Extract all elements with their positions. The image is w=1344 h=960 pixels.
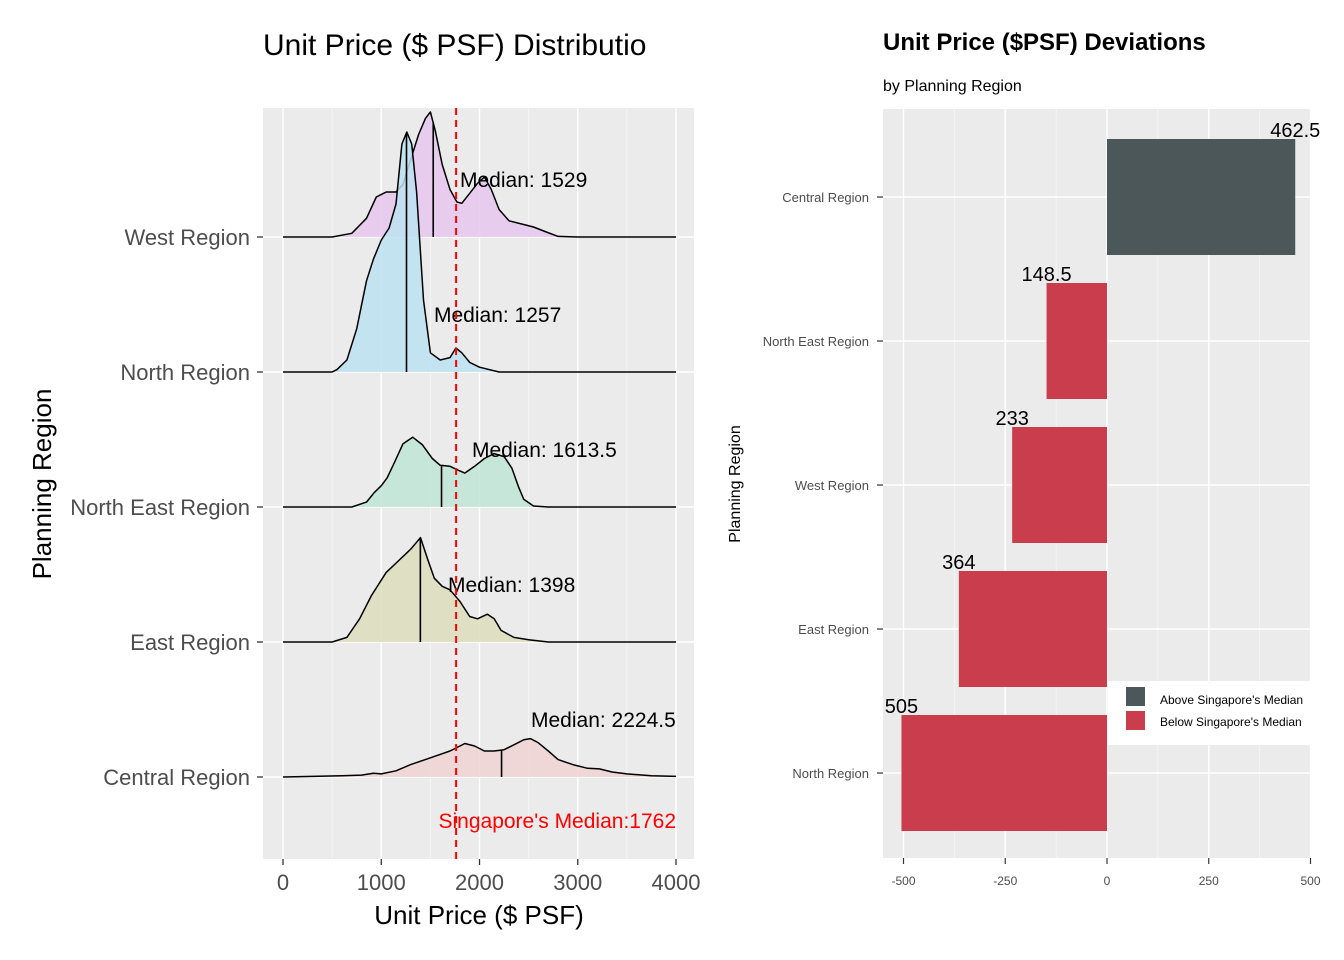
deviation-bars: 462.5 148.5 233 364 505 (885, 120, 1320, 831)
y-tick-label: West Region (124, 225, 250, 250)
y-tick-label: West Region (795, 478, 869, 493)
ridge-outline (282, 737, 677, 778)
median-annotation: Median: 1529 (460, 169, 587, 192)
singapore-median-label: Singapore's Median:1762 (438, 810, 676, 833)
x-tick-label: 250 (1199, 874, 1219, 888)
x-tick-label: 3000 (553, 870, 602, 895)
x-tick-label: 2000 (455, 870, 504, 895)
ridgeline-series: Median: 1529 Median: 1257 Median: 1613.5 Me… (282, 111, 677, 778)
x-tick-label: 4000 (652, 870, 701, 895)
ridge-outline (283, 111, 676, 238)
ridge-outline (283, 131, 676, 373)
ridge-north-east-region (283, 436, 676, 508)
bar-value-label: 505 (885, 696, 918, 718)
ridgeline-chart: Unit Price ($ PSF) Distributio Median: 1… (27, 29, 700, 930)
ridge-fill (283, 112, 676, 237)
deviation-y-title: Planning Region (727, 425, 744, 542)
bar-value-label: 364 (942, 552, 975, 574)
deviation-legend: Above Singapore's Median Below Singapore… (1108, 681, 1344, 745)
x-tick-label: 0 (1104, 874, 1111, 888)
bar-central-region (1107, 139, 1296, 255)
ridge-outline (283, 536, 676, 643)
deviation-subtitle: by Planning Region (883, 78, 1022, 95)
deviation-chart: Unit Price ($PSF) Deviations by Planning… (727, 29, 1344, 888)
legend-label-below: Below Singapore's Median (1160, 715, 1302, 729)
bar-west-region (1012, 427, 1107, 543)
x-tick-label: -500 (891, 874, 915, 888)
ridge-east-region (283, 536, 676, 643)
ridge-fill (283, 738, 676, 777)
median-annotation: Median: 1257 (434, 304, 561, 327)
deviation-y-axis: Central Region North East Region West Regi… (763, 190, 883, 781)
y-tick-label: Central Region (782, 190, 869, 205)
y-tick-label: East Region (798, 622, 869, 637)
bar-north-east-region (1046, 283, 1107, 399)
y-tick-label: North Region (120, 360, 250, 385)
ridgeline-x-axis: 0 1000 2000 3000 4000 (277, 859, 701, 895)
y-tick-label: North East Region (763, 334, 869, 349)
ridgeline-title: Unit Price ($ PSF) Distributio (263, 29, 646, 62)
deviation-x-axis: -500 -250 0 250 500 (891, 858, 1321, 888)
ridgeline-y-axis: West Region North Region North East Region… (70, 225, 263, 790)
y-tick-label: Central Region (103, 765, 250, 790)
legend-label-above: Above Singapore's Median (1160, 693, 1303, 707)
ridge-west-region (283, 111, 676, 238)
ridgeline-y-title: Planning Region (27, 389, 57, 580)
x-tick-label: 1000 (357, 870, 406, 895)
ridge-fill (283, 537, 676, 642)
y-tick-label: North East Region (70, 495, 250, 520)
bar-east-region (958, 571, 1107, 687)
bar-north-region (901, 715, 1107, 831)
median-annotation: Median: 1398 (448, 574, 575, 597)
ridge-north-region (283, 131, 676, 373)
ridge-outline (283, 436, 676, 508)
legend-box (1108, 681, 1344, 745)
deviation-title: Unit Price ($PSF) Deviations (883, 29, 1206, 56)
median-annotation: Median: 1613.5 (472, 439, 617, 462)
x-tick-label: 500 (1300, 874, 1320, 888)
ridge-central-region (282, 737, 677, 778)
bar-value-label: 233 (995, 408, 1028, 430)
x-tick-label: -250 (993, 874, 1017, 888)
median-annotation: Median: 2224.5 (531, 709, 676, 732)
y-tick-label: East Region (130, 630, 250, 655)
bar-value-label: 148.5 (1022, 264, 1072, 286)
ridgeline-x-title: Unit Price ($ PSF) (374, 900, 584, 930)
legend-key-below (1126, 711, 1145, 730)
bar-value-label: 462.5 (1270, 120, 1320, 142)
x-tick-label: 0 (277, 870, 289, 895)
ridge-fill (283, 437, 676, 507)
legend-key-above (1126, 687, 1145, 706)
ridge-fill (283, 132, 676, 372)
y-tick-label: North Region (792, 766, 869, 781)
